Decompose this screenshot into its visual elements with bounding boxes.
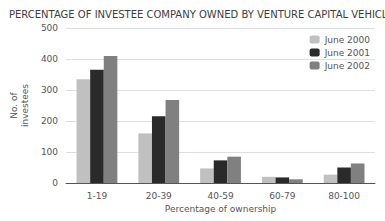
svg-text:80-100: 80-100 <box>328 191 360 201</box>
svg-text:Percentage of ownership: Percentage of ownership <box>165 204 277 214</box>
svg-text:June 2002: June 2002 <box>324 61 370 71</box>
svg-text:PERCENTAGE OF INVESTEE COMPANY: PERCENTAGE OF INVESTEE COMPANY OWNED BY … <box>9 9 385 20</box>
svg-text:June 2001: June 2001 <box>324 48 370 58</box>
svg-text:0: 0 <box>52 178 58 188</box>
svg-text:40-59: 40-59 <box>207 191 233 201</box>
svg-text:June 2000: June 2000 <box>324 35 371 45</box>
svg-text:100: 100 <box>41 147 58 157</box>
svg-text:20-39: 20-39 <box>146 191 172 201</box>
svg-text:1-19: 1-19 <box>87 191 108 201</box>
svg-text:400: 400 <box>41 54 58 64</box>
svg-text:500: 500 <box>41 23 58 33</box>
svg-text:No. of: No. of <box>9 91 19 118</box>
svg-text:200: 200 <box>41 116 58 126</box>
svg-text:300: 300 <box>41 85 58 95</box>
svg-text:60-79: 60-79 <box>269 191 295 201</box>
svg-text:investees: investees <box>20 84 30 127</box>
